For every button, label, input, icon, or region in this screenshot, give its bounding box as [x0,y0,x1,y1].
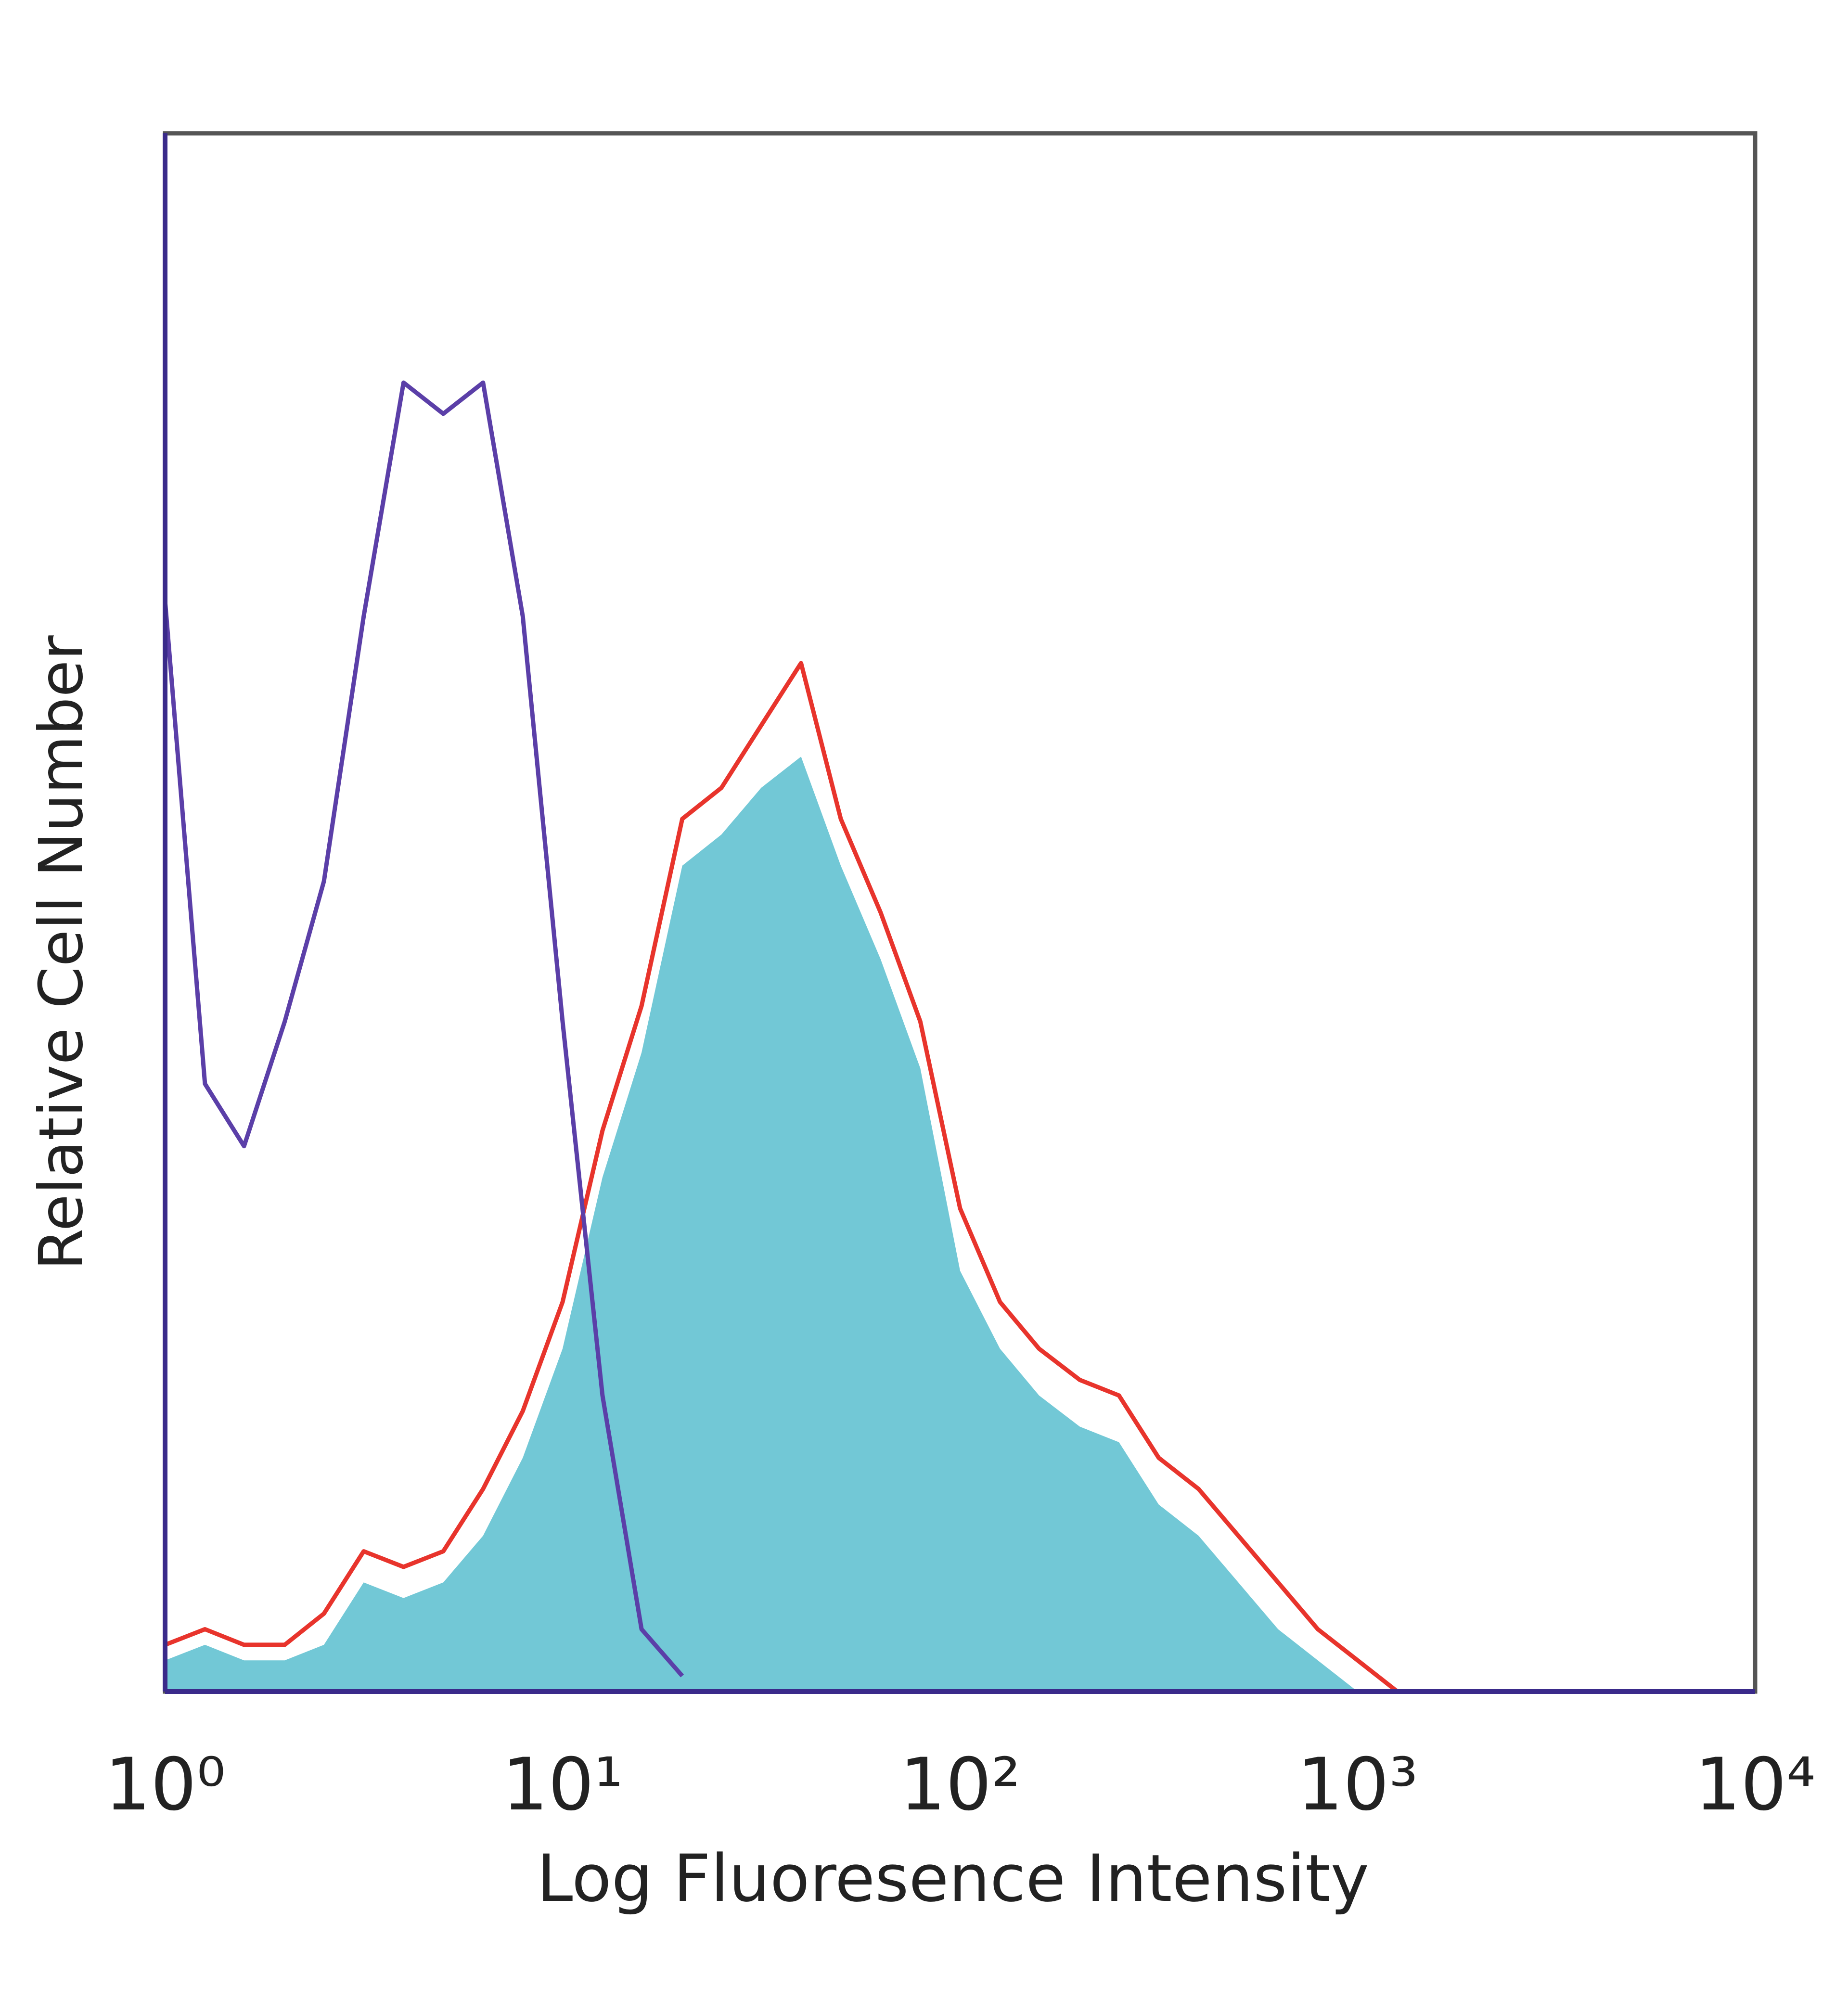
line [164,661,1437,1694]
x-tick-label: 10² [899,1743,1020,1827]
area [165,756,1437,1692]
x-tick-label: 10¹ [502,1743,623,1827]
x-tick-label: 10⁰ [104,1743,225,1827]
x-tick-label: 10⁴ [1694,1743,1815,1827]
x-axis-label: Log Fluoresence Intensity [537,1841,1369,1916]
line [163,380,684,1678]
x-tick-label: 10³ [1297,1743,1418,1827]
y-axis-label: Relative Cell Number [26,635,96,1270]
